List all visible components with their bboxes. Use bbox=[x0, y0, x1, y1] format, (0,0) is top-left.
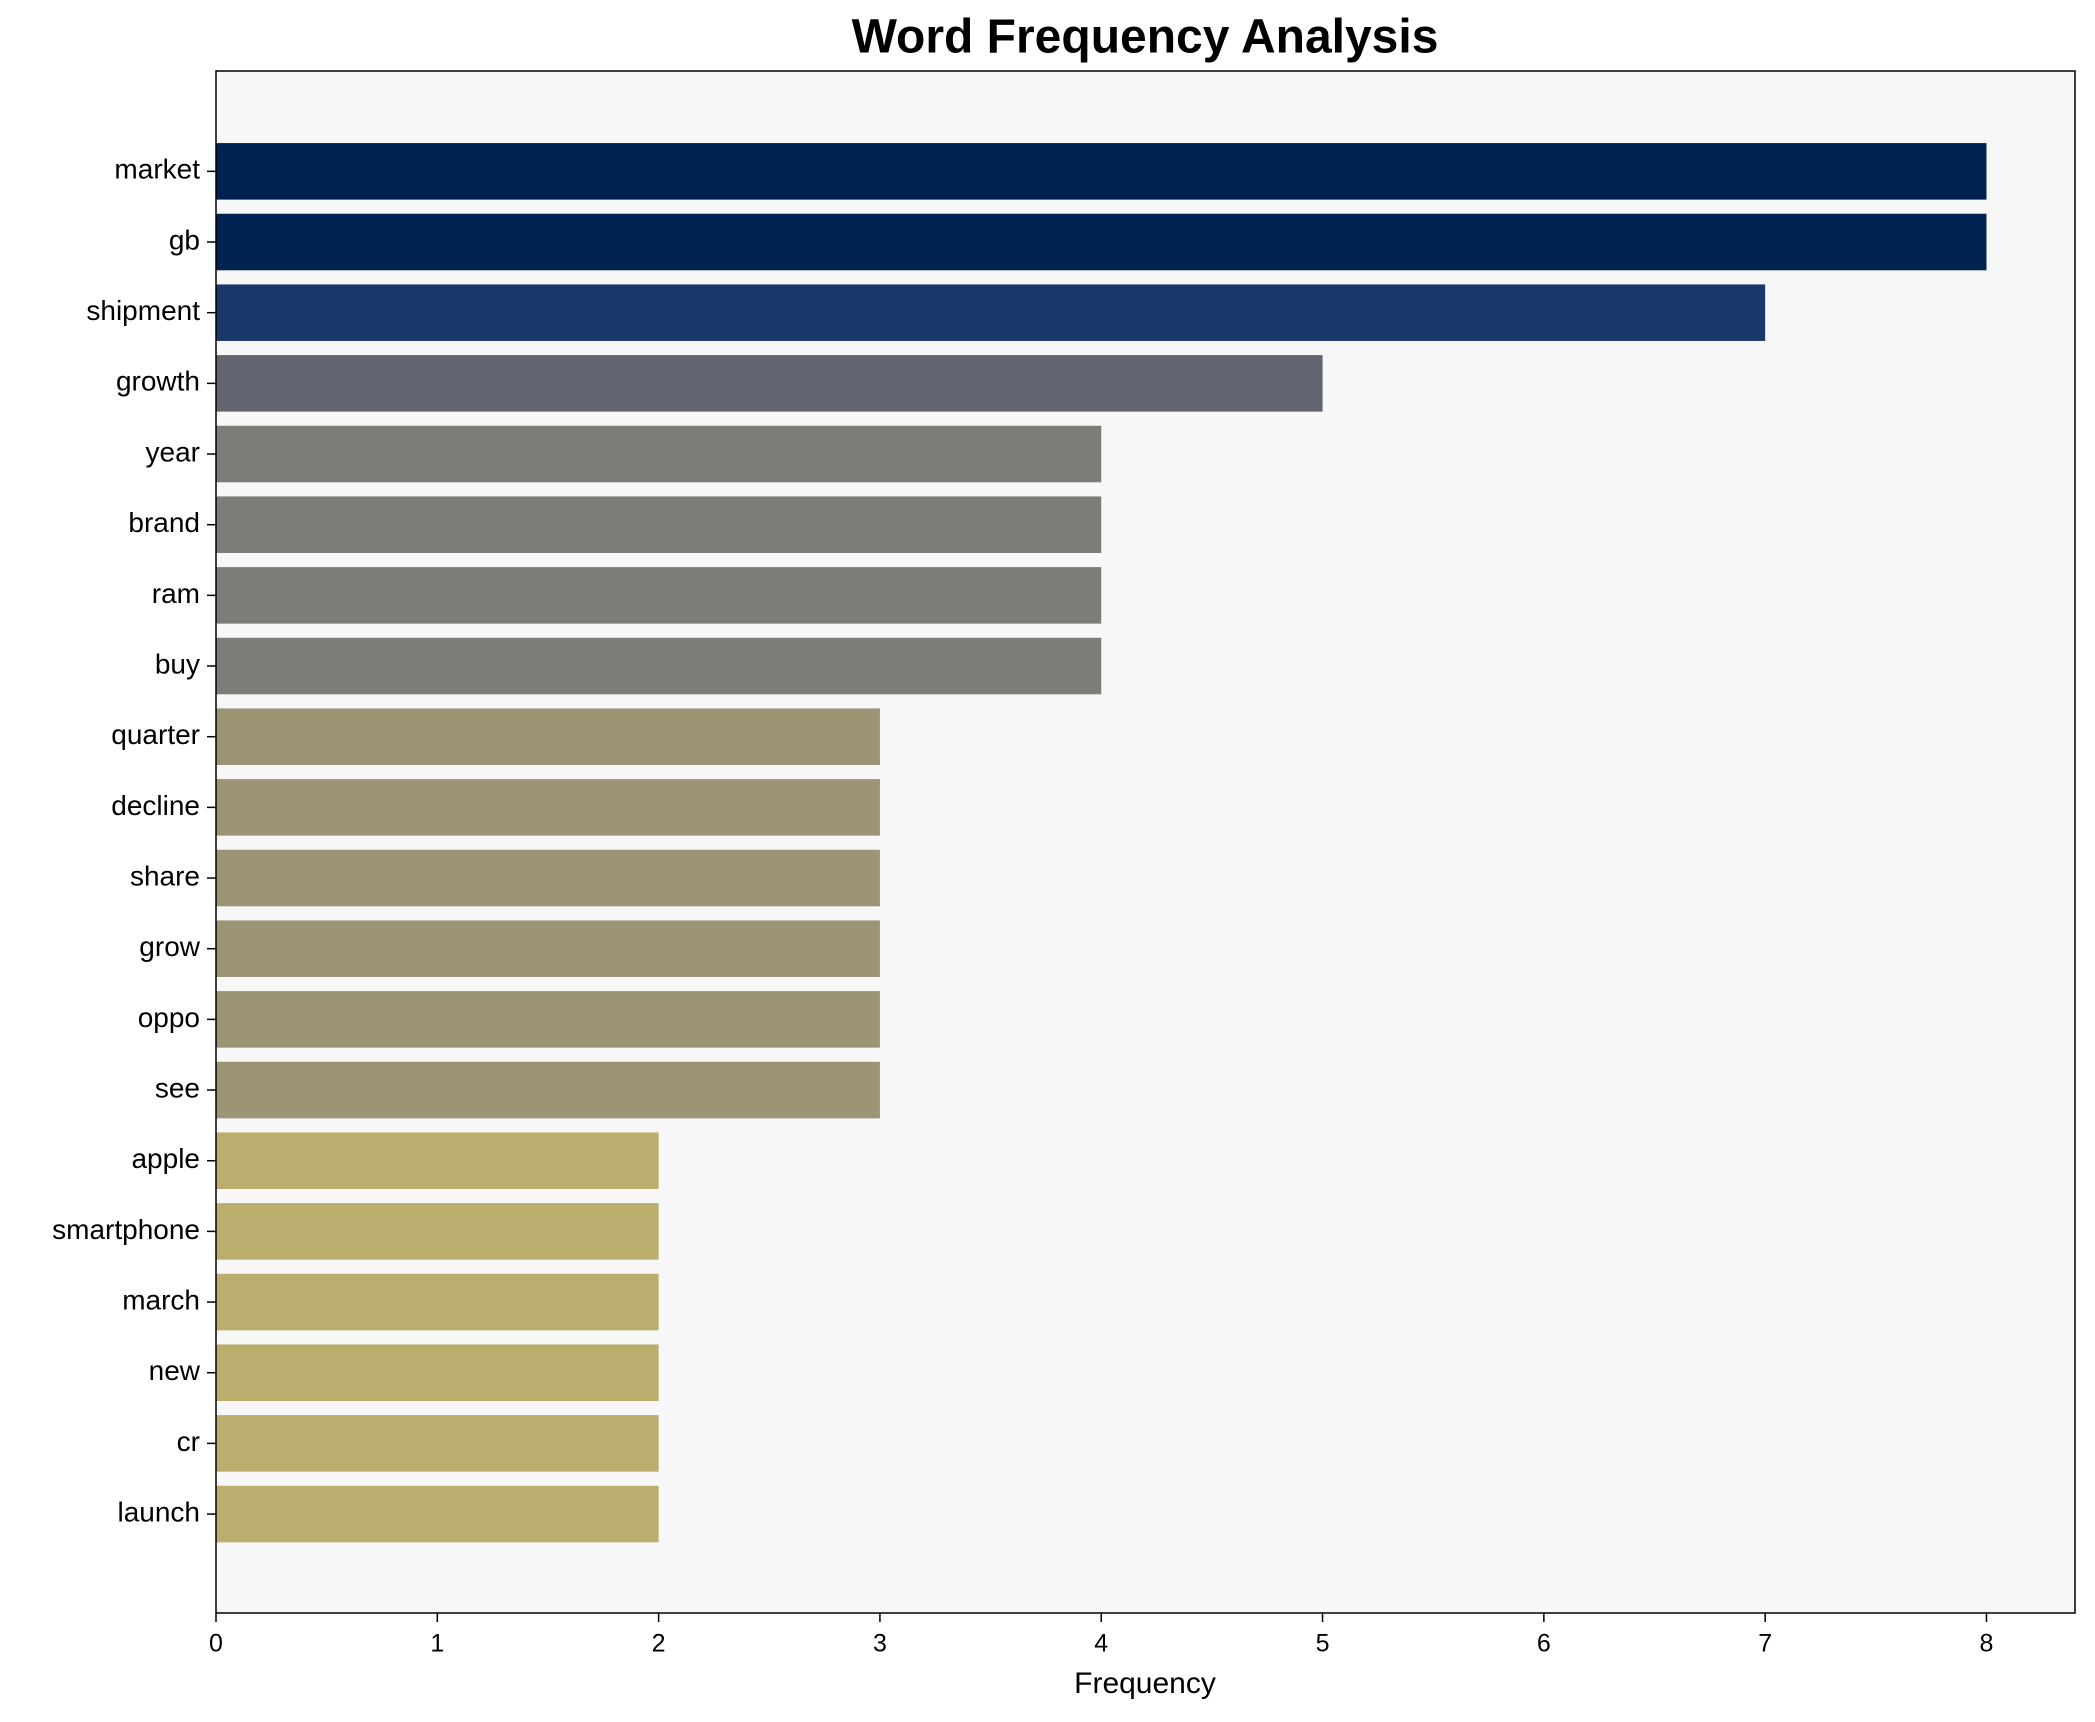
y-tick-label: oppo bbox=[138, 1002, 200, 1033]
bar bbox=[216, 496, 1102, 553]
x-tick-label: 2 bbox=[652, 1630, 666, 1658]
y-tick-label: apple bbox=[131, 1143, 200, 1174]
y-tick-label: grow bbox=[139, 931, 200, 962]
bar bbox=[216, 1061, 880, 1119]
y-tick-label: share bbox=[130, 860, 200, 891]
x-tick-label: 4 bbox=[1094, 1630, 1108, 1658]
bar bbox=[216, 1203, 659, 1260]
x-tick-label: 7 bbox=[1758, 1630, 1772, 1658]
bar bbox=[216, 143, 1987, 200]
bar bbox=[216, 567, 1102, 624]
y-tick-label: brand bbox=[128, 507, 200, 538]
y-tick-label: smartphone bbox=[52, 1214, 200, 1245]
y-tick-label: ram bbox=[152, 578, 200, 609]
bar bbox=[216, 425, 1102, 483]
bar bbox=[216, 1132, 659, 1189]
bar bbox=[216, 779, 880, 836]
bar bbox=[216, 991, 880, 1048]
x-tick-label: 0 bbox=[209, 1630, 223, 1658]
bar bbox=[216, 1415, 659, 1472]
x-tick-label: 8 bbox=[1980, 1630, 1994, 1658]
y-tick-label: decline bbox=[111, 790, 200, 821]
bar bbox=[216, 355, 1323, 412]
y-tick-label: launch bbox=[117, 1496, 200, 1527]
y-tick-label: gb bbox=[169, 224, 200, 255]
bar bbox=[216, 213, 1987, 271]
x-axis-label: Frequency bbox=[1074, 1667, 1216, 1700]
bar bbox=[216, 1485, 659, 1543]
x-tick-label: 1 bbox=[430, 1630, 444, 1658]
plot-frame bbox=[215, 70, 2076, 1614]
bar bbox=[216, 920, 880, 977]
y-tick-label: cr bbox=[177, 1426, 200, 1457]
bar bbox=[216, 708, 880, 765]
y-tick-label: quarter bbox=[111, 719, 200, 750]
y-tick-label: year bbox=[146, 436, 200, 467]
x-tick-label: 3 bbox=[873, 1630, 887, 1658]
y-tick-label: march bbox=[122, 1284, 200, 1315]
bar bbox=[216, 1273, 659, 1331]
y-tick-label: new bbox=[149, 1355, 201, 1386]
y-tick-label: shipment bbox=[86, 295, 200, 326]
bar bbox=[216, 1344, 659, 1401]
y-tick-label: see bbox=[155, 1072, 200, 1103]
y-tick-label: market bbox=[114, 154, 200, 185]
chart-title: Word Frequency Analysis bbox=[852, 11, 1439, 64]
bar bbox=[216, 284, 1766, 341]
y-tick-label: buy bbox=[155, 648, 200, 679]
x-tick-label: 6 bbox=[1537, 1630, 1551, 1658]
x-tick-label: 5 bbox=[1316, 1630, 1330, 1658]
y-tick-label: growth bbox=[116, 366, 200, 397]
bar bbox=[216, 637, 1102, 695]
bar bbox=[216, 849, 880, 907]
